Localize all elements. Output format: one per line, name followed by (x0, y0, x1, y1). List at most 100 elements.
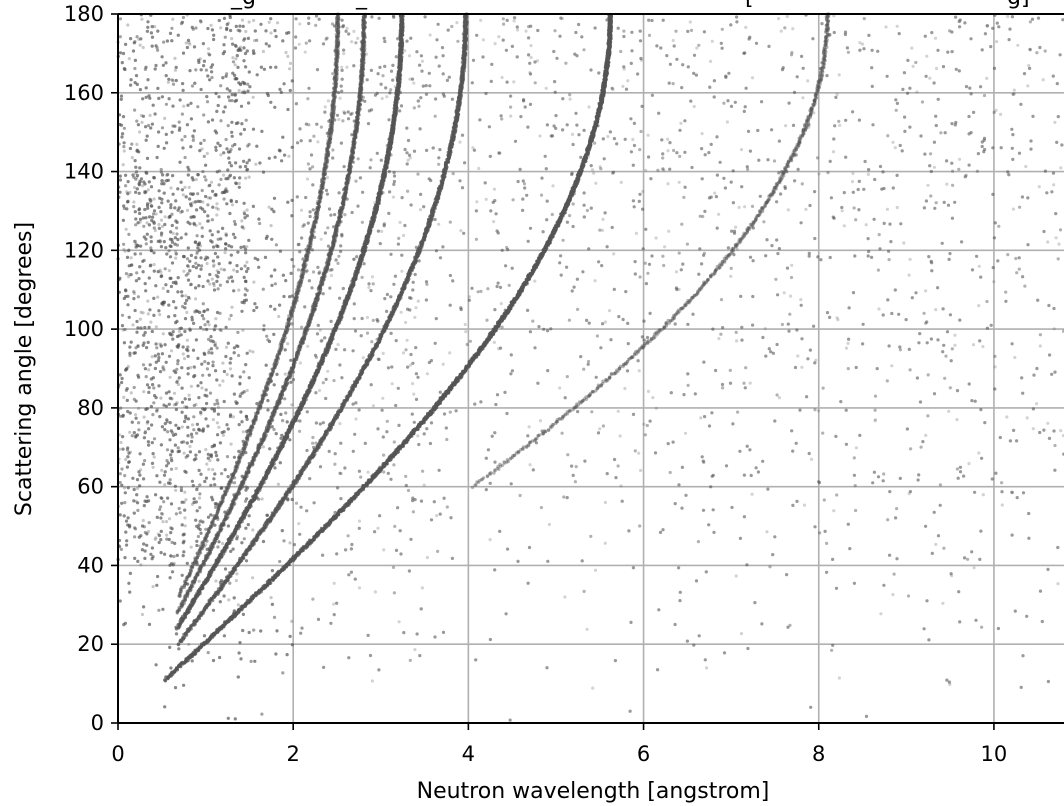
data-point (616, 409, 620, 413)
data-point (239, 45, 243, 49)
data-point (667, 229, 671, 233)
data-point (850, 180, 855, 184)
data-point (145, 495, 149, 499)
data-point (184, 294, 188, 298)
data-point (529, 55, 533, 60)
data-point (145, 134, 149, 138)
data-point (1037, 185, 1041, 189)
data-point (677, 287, 681, 291)
data-point (367, 285, 371, 289)
data-point (125, 539, 129, 543)
data-point (357, 586, 362, 590)
data-point (352, 257, 356, 261)
data-point (477, 166, 481, 171)
data-point (782, 291, 786, 295)
data-point (713, 191, 717, 195)
data-point (972, 110, 976, 114)
data-point (185, 405, 189, 409)
data-point (169, 186, 173, 190)
data-point (190, 502, 194, 506)
data-point (593, 279, 597, 283)
data-point (623, 386, 627, 391)
data-point (174, 321, 178, 325)
data-point (200, 386, 204, 390)
data-point (283, 372, 287, 376)
data-point (601, 217, 605, 221)
data-point (613, 457, 617, 462)
data-point (161, 332, 165, 336)
data-point (134, 499, 138, 503)
data-point (401, 351, 406, 355)
data-point (178, 160, 182, 164)
data-point (1000, 503, 1004, 507)
data-point (646, 133, 650, 137)
data-point (533, 279, 537, 283)
data-point (216, 458, 220, 462)
data-point (159, 396, 163, 400)
data-point (615, 142, 619, 146)
data-point (933, 36, 938, 40)
data-point (285, 31, 289, 35)
data-point (435, 514, 439, 518)
data-point (252, 18, 256, 23)
data-point (157, 205, 161, 209)
data-point (376, 526, 380, 530)
data-point (357, 519, 362, 523)
data-point (153, 67, 157, 71)
data-point (212, 264, 216, 268)
data-point (329, 273, 334, 278)
data-point (598, 427, 602, 431)
data-point (593, 568, 598, 572)
data-point (122, 296, 126, 301)
data-point (891, 593, 895, 597)
data-point (677, 566, 681, 570)
data-point (524, 29, 528, 33)
data-point (455, 21, 459, 25)
data-point (370, 275, 375, 279)
data-point (201, 207, 205, 211)
data-point (631, 137, 635, 142)
data-point (201, 328, 206, 332)
data-point (674, 270, 679, 274)
data-point (154, 284, 158, 288)
data-point (172, 391, 177, 395)
data-point (412, 392, 416, 396)
data-point (817, 172, 821, 176)
data-point (137, 277, 141, 281)
data-point (985, 76, 989, 80)
data-point (182, 683, 186, 687)
data-point (207, 323, 211, 327)
data-point (816, 409, 821, 413)
data-point (135, 433, 140, 437)
data-point (197, 274, 201, 278)
data-point (191, 348, 196, 352)
data-point (169, 349, 174, 353)
data-point (340, 65, 344, 69)
data-point (354, 417, 358, 421)
data-point (420, 59, 424, 63)
data-point (839, 400, 843, 404)
data-point (365, 315, 369, 320)
data-point (273, 105, 277, 109)
data-point (290, 403, 294, 407)
data-point (796, 354, 800, 358)
data-point (236, 344, 240, 348)
data-point (153, 228, 157, 233)
data-point (877, 307, 881, 311)
data-point (397, 423, 401, 427)
data-point (230, 37, 234, 41)
data-point (361, 356, 365, 360)
data-point (177, 329, 181, 334)
data-point (253, 256, 257, 260)
data-point (154, 360, 158, 364)
data-point (651, 396, 655, 400)
data-point (999, 112, 1003, 116)
data-point (807, 125, 811, 129)
data-point (371, 404, 375, 408)
data-point (785, 14, 789, 19)
data-point (299, 505, 303, 509)
data-point (606, 134, 610, 139)
data-point (890, 364, 894, 368)
data-point (122, 247, 126, 252)
data-point (387, 118, 391, 122)
